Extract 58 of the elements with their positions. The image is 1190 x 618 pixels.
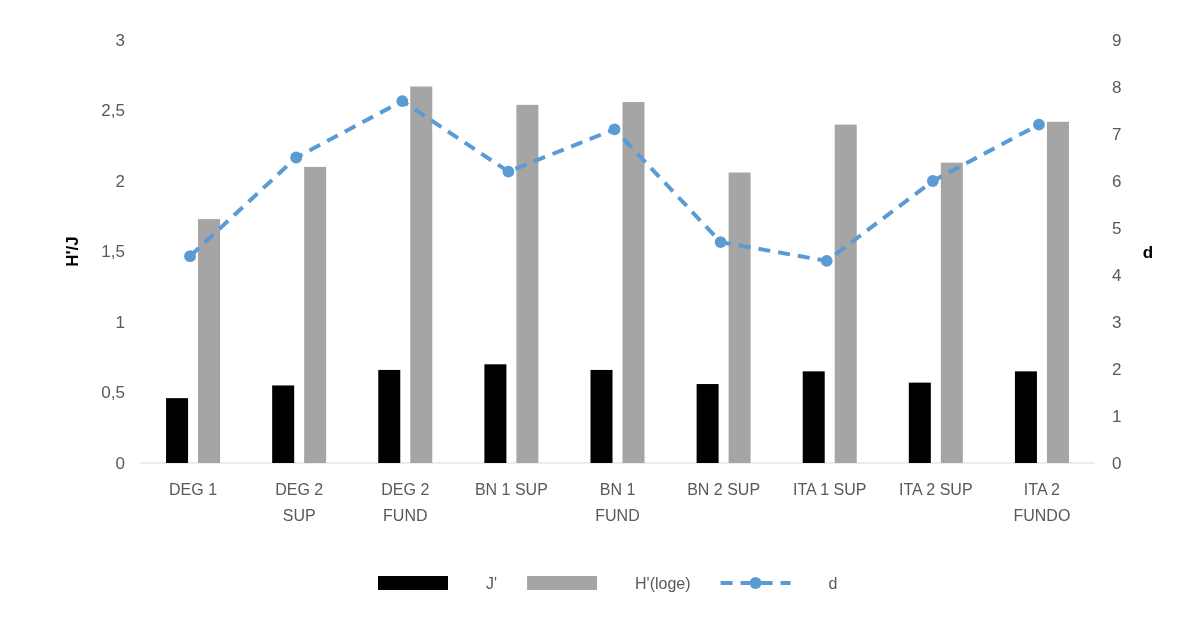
y2-tick-label: 7 [1112,124,1122,144]
bar [908,382,931,463]
x-tick-label: DEG 2 FUND [381,481,430,524]
point [608,123,621,136]
y-tick-label: 1,5 [101,242,125,262]
bar [1014,371,1037,463]
y-tick-label: 0,5 [101,383,125,403]
x-tick-label: BN 1 SUP [474,481,548,498]
bar [378,369,401,463]
legend-label: J' [486,575,498,592]
y2-tick-label: 1 [1112,406,1122,426]
y-tick-label: 2,5 [101,101,125,121]
y2-tick-label: 2 [1112,359,1122,379]
bar [304,166,327,463]
bar [728,172,751,463]
point [714,236,727,249]
bar [484,364,507,463]
bar [198,219,221,463]
y-tick-label: 3 [115,30,125,50]
y2-tick-label: 3 [1112,312,1122,332]
x-tick-label: BN 1 FUND [595,481,640,524]
point [820,254,833,267]
y-axis-title: H'/J [63,236,82,267]
bar [166,398,189,463]
point [1033,118,1045,131]
y2-axis-title: d [1142,242,1154,262]
y-tick-label: 0 [115,453,125,473]
legend-label: d [828,575,838,592]
x-tick-label: DEG 2 SUP [275,481,324,524]
bar [410,86,433,463]
point [926,175,939,187]
y2-tick-label: 9 [1112,30,1122,50]
y-tick-label: 1 [115,312,125,332]
y2-tick-label: 4 [1112,265,1122,285]
x-tick-label: ITA 1 SUP [792,481,867,498]
x-tick-label: ITA 2 SUP [899,481,973,498]
point [290,151,303,164]
y2-tick-label: 0 [1112,453,1122,473]
y2-tick-label: 6 [1112,171,1122,191]
y2-tick-label: 8 [1112,77,1122,97]
bar [940,162,963,463]
y2-tick-label: 5 [1112,218,1122,238]
x-tick-label: DEG 1 [169,481,218,498]
x-tick-label: ITA 2 FUNDO [1013,481,1071,524]
bar [590,369,613,463]
y-tick-label: 2 [115,171,125,191]
bar [1046,121,1069,463]
bar [696,384,719,463]
bar [622,102,645,463]
point [184,250,196,263]
point [502,165,515,178]
x-tick-label: BN 2 SUP [687,481,761,498]
bar [802,371,825,463]
bar [272,385,295,463]
point [396,95,409,108]
bar [516,104,539,463]
legend-label: H'(loge) [635,575,691,592]
bar [834,124,857,463]
